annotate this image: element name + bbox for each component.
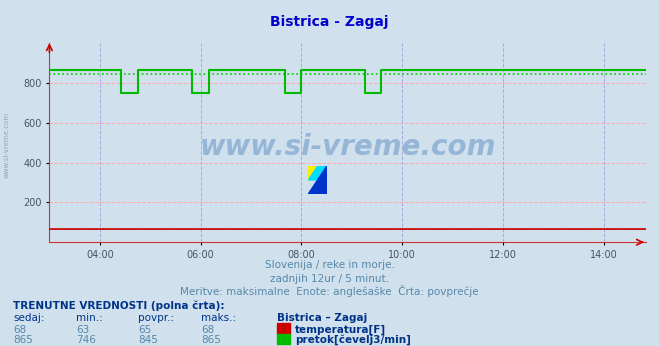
Text: TRENUTNE VREDNOSTI (polna črta):: TRENUTNE VREDNOSTI (polna črta): bbox=[13, 300, 225, 311]
Text: 865: 865 bbox=[13, 335, 33, 345]
Text: sedaj:: sedaj: bbox=[13, 313, 45, 323]
Text: Bistrica - Zagaj: Bistrica - Zagaj bbox=[270, 16, 389, 29]
Text: min.:: min.: bbox=[76, 313, 103, 323]
Polygon shape bbox=[308, 166, 318, 180]
Text: 845: 845 bbox=[138, 335, 158, 345]
Polygon shape bbox=[308, 166, 327, 194]
Text: 746: 746 bbox=[76, 335, 96, 345]
Text: 65: 65 bbox=[138, 325, 152, 335]
Text: 68: 68 bbox=[13, 325, 26, 335]
Text: www.si-vreme.com: www.si-vreme.com bbox=[200, 133, 496, 161]
Text: povpr.:: povpr.: bbox=[138, 313, 175, 323]
Text: zadnjih 12ur / 5 minut.: zadnjih 12ur / 5 minut. bbox=[270, 274, 389, 284]
Text: 68: 68 bbox=[201, 325, 214, 335]
Text: Meritve: maksimalne  Enote: anglešaške  Črta: povprečje: Meritve: maksimalne Enote: anglešaške Čr… bbox=[180, 285, 479, 297]
Text: maks.:: maks.: bbox=[201, 313, 236, 323]
Text: Bistrica – Zagaj: Bistrica – Zagaj bbox=[277, 313, 367, 323]
Text: 63: 63 bbox=[76, 325, 89, 335]
Polygon shape bbox=[308, 166, 327, 180]
Text: temperatura[F]: temperatura[F] bbox=[295, 325, 386, 335]
Text: 865: 865 bbox=[201, 335, 221, 345]
Text: Slovenija / reke in morje.: Slovenija / reke in morje. bbox=[264, 260, 395, 270]
Text: www.si-vreme.com: www.si-vreme.com bbox=[3, 112, 9, 179]
Text: pretok[čevelj3/min]: pretok[čevelj3/min] bbox=[295, 335, 411, 346]
